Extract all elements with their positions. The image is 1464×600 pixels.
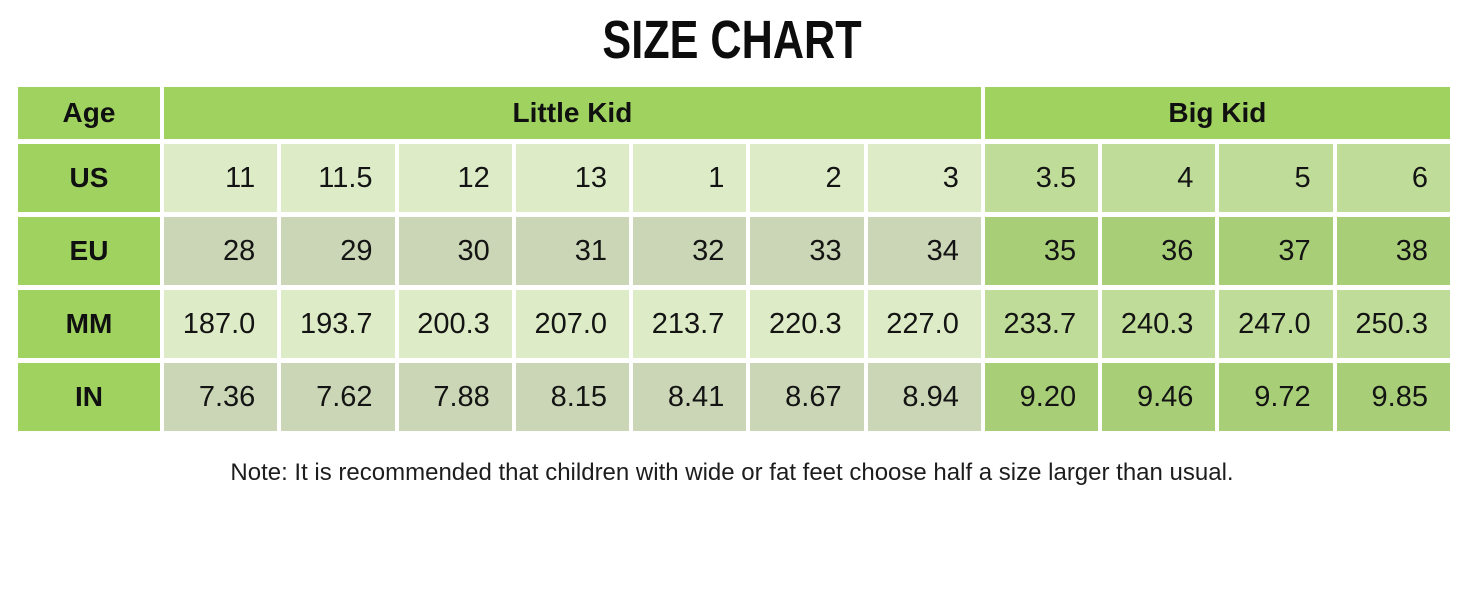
cell-in-col1: 7.36 [164, 363, 278, 431]
cell-mm-col8: 233.7 [984, 290, 1099, 358]
cell-us-col3: 12 [398, 144, 512, 212]
cell-eu-col1: 28 [164, 217, 278, 285]
cell-us-col8: 3.5 [984, 144, 1099, 212]
cell-in-col10: 9.72 [1219, 363, 1333, 431]
cell-us-col6: 2 [750, 144, 864, 212]
cell-mm-col3: 200.3 [398, 290, 512, 358]
cell-eu-col8: 35 [984, 217, 1099, 285]
cell-in-col2: 7.62 [281, 363, 395, 431]
cell-mm-col11: 250.3 [1336, 290, 1450, 358]
cell-us-col7: 3 [867, 144, 981, 212]
row-header-us: US [18, 144, 160, 212]
cell-eu-col5: 32 [633, 217, 747, 285]
group-header-little-kid: Little Kid [164, 87, 981, 139]
corner-header-age: Age [18, 87, 160, 139]
cell-us-col1: 11 [164, 144, 278, 212]
cell-in-col3: 7.88 [398, 363, 512, 431]
size-chart-table: Age Little Kid Big Kid US 11 11.5 12 13 1 2 3 3.… [14, 82, 1454, 436]
table-row-eu: EU 28 29 30 31 32 33 34 35 36 37 38 [18, 217, 1450, 285]
cell-eu-col7: 34 [867, 217, 981, 285]
cell-mm-col9: 240.3 [1102, 290, 1216, 358]
page-title: SIZE CHART [602, 10, 862, 70]
row-header-mm: MM [18, 290, 160, 358]
cell-mm-col7: 227.0 [867, 290, 981, 358]
cell-eu-col2: 29 [281, 217, 395, 285]
cell-mm-col1: 187.0 [164, 290, 278, 358]
cell-mm-col4: 207.0 [515, 290, 630, 358]
table-row-mm: MM 187.0 193.7 200.3 207.0 213.7 220.3 227.0 233… [18, 290, 1450, 358]
cell-in-col7: 8.94 [867, 363, 981, 431]
note-text: Note: It is recommended that children wi… [230, 459, 1234, 486]
cell-eu-col10: 37 [1219, 217, 1333, 285]
cell-eu-col4: 31 [515, 217, 630, 285]
title-wrap: SIZE CHART [0, 0, 1464, 68]
cell-mm-col5: 213.7 [633, 290, 747, 358]
cell-eu-col9: 36 [1102, 217, 1216, 285]
table-row-in: IN 7.36 7.62 7.88 8.15 8.41 8.67 8.94 9.20 9.46 9.… [18, 363, 1450, 431]
row-header-in: IN [18, 363, 160, 431]
cell-mm-col10: 247.0 [1219, 290, 1333, 358]
table-header: Age Little Kid Big Kid [18, 87, 1450, 139]
cell-eu-col6: 33 [750, 217, 864, 285]
cell-us-col5: 1 [633, 144, 747, 212]
table-row-us: US 11 11.5 12 13 1 2 3 3.5 4 5 6 [18, 144, 1450, 212]
cell-in-col9: 9.46 [1102, 363, 1216, 431]
group-header-big-kid: Big Kid [984, 87, 1450, 139]
cell-us-col9: 4 [1102, 144, 1216, 212]
cell-eu-col11: 38 [1336, 217, 1450, 285]
cell-in-col11: 9.85 [1336, 363, 1450, 431]
cell-eu-col3: 30 [398, 217, 512, 285]
cell-us-col10: 5 [1219, 144, 1333, 212]
cell-mm-col6: 220.3 [750, 290, 864, 358]
cell-in-col5: 8.41 [633, 363, 747, 431]
cell-in-col4: 8.15 [515, 363, 630, 431]
row-header-eu: EU [18, 217, 160, 285]
cell-in-col6: 8.67 [750, 363, 864, 431]
group-header-row: Age Little Kid Big Kid [18, 87, 1450, 139]
cell-in-col8: 9.20 [984, 363, 1099, 431]
cell-us-col2: 11.5 [281, 144, 395, 212]
cell-us-col11: 6 [1336, 144, 1450, 212]
size-table-body: US 11 11.5 12 13 1 2 3 3.5 4 5 6 EU 28 29 30 31 32 33 34 35 3… [18, 144, 1450, 431]
cell-us-col4: 13 [515, 144, 630, 212]
cell-mm-col2: 193.7 [281, 290, 395, 358]
